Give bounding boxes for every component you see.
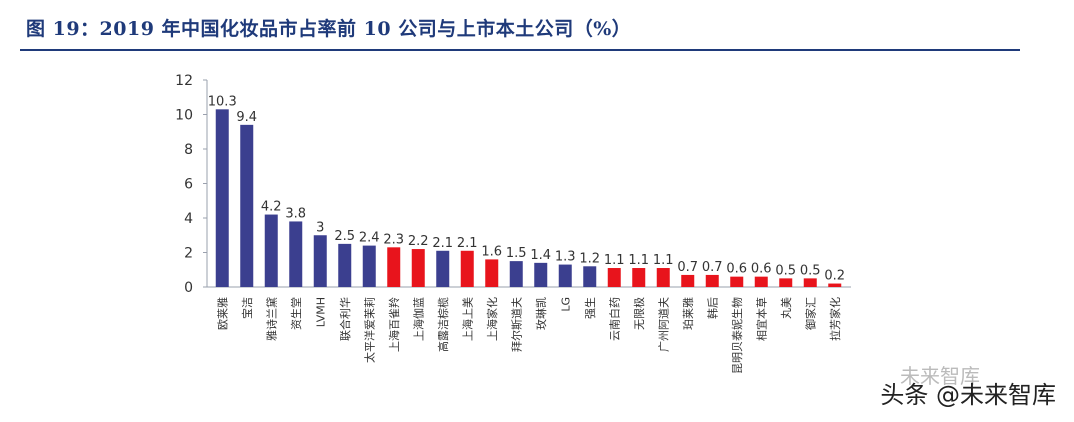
category-label: 珀莱雅	[681, 297, 695, 330]
bar-value-label: 1.3	[555, 250, 576, 265]
bar-value-label: 2.1	[457, 236, 478, 251]
bar-value-label: 2.3	[383, 232, 404, 247]
bar	[681, 274, 695, 287]
bar	[607, 268, 621, 287]
bar-value-label: 3.8	[285, 206, 306, 221]
bar-value-label: 0.7	[677, 260, 698, 275]
bar	[828, 283, 842, 287]
y-tick-label: 6	[184, 177, 193, 193]
chart-title: 图 19：2019 年中国化妆品市占率前 10 公司与上市本土公司（%）	[26, 18, 632, 40]
category-label: 丸美	[780, 297, 793, 319]
category-label: 资生堂	[289, 297, 303, 330]
bar-value-label: 10.3	[208, 94, 237, 109]
category-label: LVMH	[314, 297, 327, 327]
category-label: 昆明贝泰妮生物	[730, 297, 744, 374]
bar	[215, 109, 229, 287]
bar	[240, 124, 254, 287]
bar	[779, 278, 793, 287]
category-label: 上海百雀羚	[387, 297, 401, 352]
bar-value-label: 1.1	[653, 253, 674, 268]
bar-value-label: 0.6	[726, 262, 747, 277]
y-tick-label: 8	[184, 142, 193, 158]
bar	[411, 249, 425, 287]
watermark: 头条 @未来智库	[880, 381, 1056, 409]
bar-value-label: 0.2	[824, 269, 845, 284]
category-label: LG	[559, 297, 572, 312]
y-tick-label: 4	[184, 211, 193, 227]
category-label: 广州阿道夫	[656, 297, 670, 352]
bar	[264, 214, 278, 287]
bar-value-label: 0.7	[702, 260, 723, 275]
chart-value-labels: 10.39.44.2 3.832.5 2.4 2.3 2.2 2.1 2.11.6 1.5 1.…	[208, 94, 845, 283]
bar-value-label: 0.5	[775, 263, 796, 278]
bar	[509, 261, 523, 287]
bar-value-label: 2.5	[334, 229, 355, 244]
bar	[632, 268, 646, 287]
category-label: 上海伽蓝	[411, 297, 425, 341]
category-label: 玫琳凯	[534, 297, 548, 330]
bar	[362, 245, 376, 287]
watermark-secondary: 未来智库	[900, 364, 980, 388]
bar	[705, 274, 719, 287]
bar	[558, 264, 572, 287]
bar	[754, 276, 768, 287]
bar-value-label: 1.5	[506, 246, 527, 261]
category-label: 雅诗兰黛	[264, 297, 278, 341]
bar	[313, 235, 327, 287]
bar-value-label: 1.1	[604, 253, 625, 268]
category-label: 云南白药	[607, 297, 621, 341]
category-label: 御家汇	[803, 297, 817, 330]
bar	[485, 259, 499, 287]
bar	[289, 221, 303, 287]
chart-bars	[215, 109, 842, 287]
category-label: 欧莱雅	[215, 297, 229, 330]
category-label: 宝洁	[240, 297, 254, 319]
y-tick-label: 12	[175, 73, 193, 89]
bar	[460, 250, 474, 287]
category-label: 强生	[583, 297, 597, 319]
category-label: 上海家化	[485, 297, 499, 341]
bar	[656, 268, 670, 287]
bar-value-label: 0.5	[800, 263, 821, 278]
y-tick-label: 0	[184, 280, 193, 296]
category-label: 无限极	[632, 297, 646, 330]
category-label: 高露洁棕榄	[436, 297, 450, 352]
bar-value-label: 9.4	[236, 110, 257, 125]
bar-value-label: 3	[316, 220, 324, 235]
category-label: 韩后	[705, 297, 719, 319]
bar	[534, 262, 548, 287]
bar-value-label: 2.1	[432, 236, 453, 251]
category-label: 拜尔斯道夫	[509, 297, 523, 352]
chart-category-labels: 欧莱雅 宝洁 雅诗兰黛 资生堂 LVMH 联合利华 太平洋爱茉莉 上海百雀羚 上海伽蓝 高露洁棕榄…	[215, 297, 842, 374]
bar-value-label: 1.6	[481, 244, 502, 259]
category-label: 太平洋爱茉莉	[362, 297, 376, 363]
title-underline	[20, 49, 1020, 51]
bar-value-label: 1.1	[628, 253, 649, 268]
bar	[730, 276, 744, 287]
bar-value-label: 1.2	[579, 251, 600, 266]
category-label: 拉芳家化	[828, 297, 842, 341]
category-label: 上海上美	[460, 297, 474, 341]
bar	[583, 266, 597, 287]
category-label: 相宜本草	[754, 297, 768, 341]
bar	[338, 243, 352, 287]
y-tick-label: 2	[184, 246, 193, 262]
bar	[803, 278, 817, 287]
bar-value-label: 1.4	[530, 248, 551, 263]
category-label: 联合利华	[338, 297, 352, 341]
bar-value-label: 4.2	[261, 200, 282, 215]
bar	[436, 250, 450, 287]
bar-value-label: 0.6	[751, 262, 772, 277]
bar	[387, 247, 401, 287]
y-tick-label: 10	[175, 108, 193, 124]
bar-value-label: 2.2	[408, 234, 429, 249]
bar-value-label: 2.4	[359, 231, 380, 246]
